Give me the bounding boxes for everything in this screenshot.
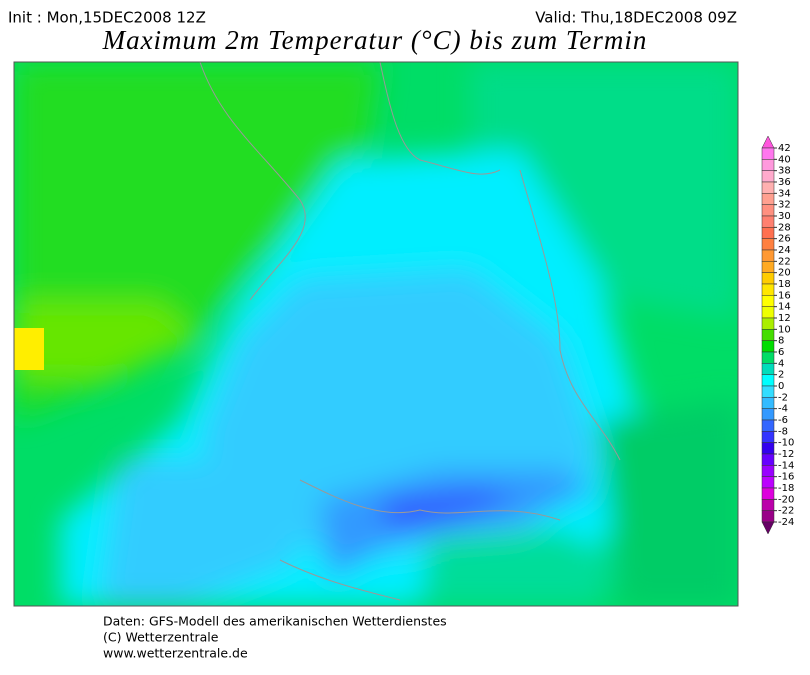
valid-time: Valid: Thu,18DEC2008 09Z xyxy=(535,9,737,27)
colorbar-band xyxy=(761,442,775,455)
colorbar-label: 10 xyxy=(778,324,791,335)
coastlines xyxy=(199,62,621,601)
colorbar-label: -14 xyxy=(778,460,794,471)
colorbar-label: -24 xyxy=(778,517,794,528)
map-title: Maximum 2m Temperatur (°C) bis zum Termi… xyxy=(102,25,648,55)
colorbar-band xyxy=(761,499,775,511)
colorbar-label: 4 xyxy=(778,358,784,369)
colorbar-label: 20 xyxy=(778,268,791,279)
colorbar-label: -18 xyxy=(778,483,794,494)
colorbar-label: 30 xyxy=(778,211,791,222)
colorbar-band xyxy=(761,295,775,307)
colorbar-label: 12 xyxy=(778,313,791,324)
colorbar-label: 32 xyxy=(778,200,791,211)
colorbar-band xyxy=(761,453,775,466)
colorbar-label: -12 xyxy=(778,449,794,460)
colorbar-band xyxy=(761,329,775,341)
colorbar-label: 24 xyxy=(778,245,791,256)
colorbar-band xyxy=(761,510,775,523)
colorbar-band xyxy=(761,419,775,432)
colorbar-label: -4 xyxy=(778,404,788,415)
colorbar-band xyxy=(761,193,775,205)
colorbar-label: 0 xyxy=(778,381,784,392)
colorbar-band xyxy=(761,181,775,194)
colorbar-band xyxy=(761,147,775,160)
colorbar-band xyxy=(761,238,775,251)
colorbar-band xyxy=(761,374,775,387)
colorbar-label: -22 xyxy=(778,506,794,517)
colorbar-band xyxy=(761,249,775,262)
colorbar-band xyxy=(761,272,775,285)
colorbar-band xyxy=(761,397,775,409)
colorbar-band xyxy=(761,351,775,364)
colorbar-label: -6 xyxy=(778,415,788,426)
colorbar-label: 26 xyxy=(778,234,791,245)
colorbar-label: 40 xyxy=(778,154,791,165)
map-frame xyxy=(13,61,739,607)
colorbar-label: -16 xyxy=(778,472,794,483)
map-field xyxy=(14,62,738,606)
colorbar-label: 18 xyxy=(778,279,791,290)
colorbar-band xyxy=(761,227,775,239)
colorbar-band xyxy=(761,283,775,296)
colorbar-label: -20 xyxy=(778,494,794,505)
colorbar-band xyxy=(761,340,775,353)
colorbar-band xyxy=(761,317,775,330)
colorbar-label: 34 xyxy=(778,188,791,199)
colorbar-label: 36 xyxy=(778,177,791,188)
colorbar-band xyxy=(761,170,775,183)
colorbar-label: 8 xyxy=(778,336,784,347)
colorbar-label: 28 xyxy=(778,222,791,233)
colorbar-band xyxy=(761,306,775,319)
colorbar-band xyxy=(761,431,775,443)
colorbar-label: -2 xyxy=(778,392,788,403)
colorbar-label: 22 xyxy=(778,256,791,267)
colorbar-band xyxy=(761,385,775,398)
colorbar-band xyxy=(761,408,775,421)
colorbar-label: 2 xyxy=(778,370,784,381)
colorbar-band xyxy=(761,487,775,500)
footer-copyright: (C) Wetterzentrale xyxy=(103,630,219,645)
colorbar-label: 6 xyxy=(778,347,784,358)
colorbar-band xyxy=(761,159,775,171)
colorbar-band xyxy=(761,476,775,489)
colorbar-label: 42 xyxy=(778,143,791,154)
init-time: Init : Mon,15DEC2008 12Z xyxy=(8,9,206,27)
colorbar-label: 38 xyxy=(778,166,791,177)
colorbar-label: -8 xyxy=(778,426,788,437)
colorbar-band xyxy=(761,363,775,375)
colorbar-band xyxy=(761,204,775,217)
footer-source: Daten: GFS-Modell des amerikanischen Wet… xyxy=(103,614,447,629)
colorbar: 424038363432302826242220181614121086420-… xyxy=(761,135,794,535)
colorbar-end xyxy=(761,135,775,149)
colorbar-band xyxy=(761,215,775,228)
colorbar-end xyxy=(761,521,775,535)
colorbar-band xyxy=(761,261,775,273)
colorbar-label: 14 xyxy=(778,302,791,313)
colorbar-label: 16 xyxy=(778,290,791,301)
colorbar-label: -10 xyxy=(778,438,794,449)
colorbar-band xyxy=(761,465,775,477)
footer-url: www.wetterzentrale.de xyxy=(103,646,248,661)
